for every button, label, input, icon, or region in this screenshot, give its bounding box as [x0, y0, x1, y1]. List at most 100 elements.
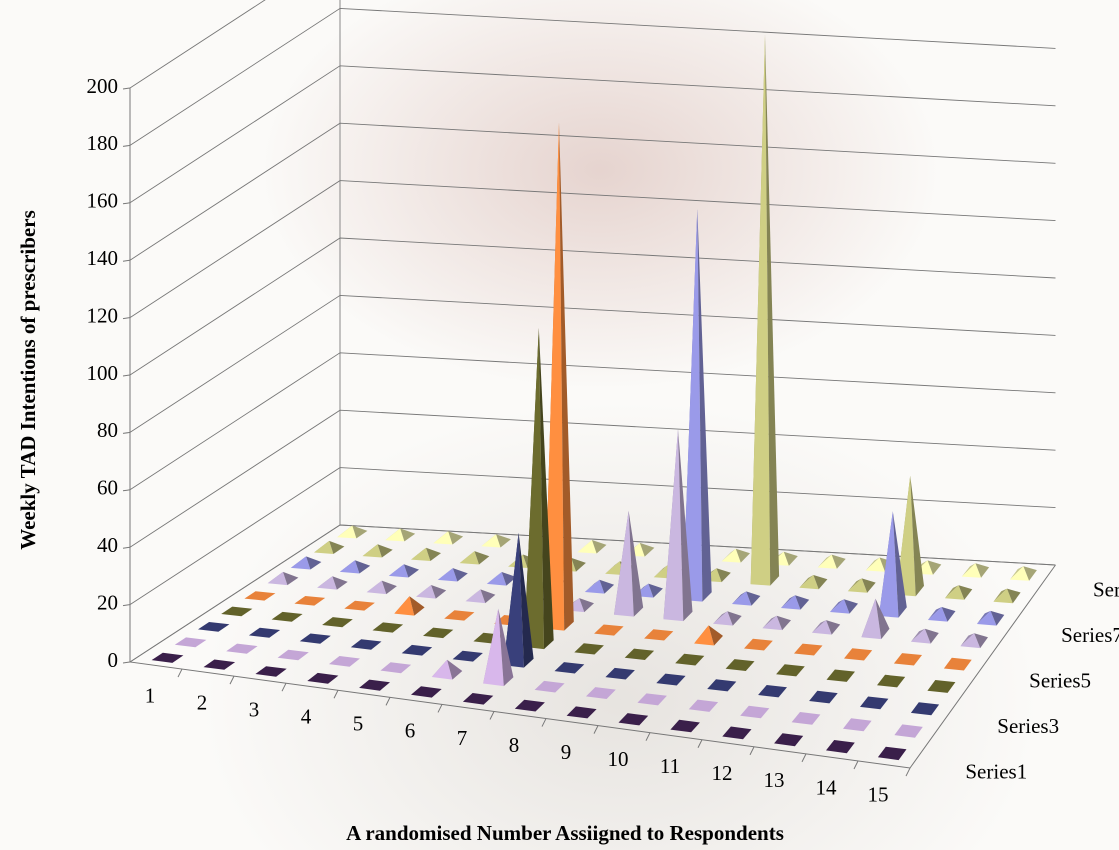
pyramid-face	[826, 620, 841, 635]
pyramid	[774, 733, 804, 747]
pyramid	[299, 633, 331, 644]
pyramid-face	[400, 528, 416, 542]
pyramid-face	[559, 122, 574, 631]
pyramid-base	[943, 657, 972, 671]
pyramid-face	[976, 610, 997, 626]
depth-tick-label: Series7	[1061, 623, 1119, 647]
grid-line	[129, 0, 266, 89]
pyramid-base	[221, 606, 253, 617]
pyramid-base	[877, 674, 906, 688]
x-axis-title: A randomised Number Assiigned to Respond…	[346, 821, 784, 845]
pyramid-face	[486, 572, 507, 586]
pyramid	[826, 669, 855, 682]
pyramid	[459, 551, 490, 565]
grid-line	[129, 122, 1056, 261]
pyramid-base	[618, 713, 649, 726]
pyramid-base	[554, 662, 585, 674]
pyramid	[271, 611, 303, 622]
x-tick-label: 10	[608, 747, 629, 771]
pyramid-face	[713, 611, 733, 626]
pyramid-face	[628, 510, 644, 617]
pyramid-face	[875, 598, 890, 640]
x-tick-label: 9	[561, 740, 572, 764]
pyramid	[307, 672, 339, 684]
grid-line	[129, 409, 1056, 548]
pyramid	[366, 580, 397, 595]
pyramid-base	[271, 611, 303, 622]
pyramid	[744, 638, 773, 651]
pyramid-face	[865, 557, 880, 571]
y-tick	[122, 431, 131, 434]
pyramid-base	[514, 699, 545, 712]
pyramid	[339, 560, 371, 574]
pyramid-face	[927, 607, 942, 620]
pyramid-base	[566, 706, 597, 719]
y-tick-label: 80	[97, 418, 118, 442]
pyramid	[481, 534, 511, 548]
x-tick-label: 4	[301, 705, 312, 729]
x-tick-label: 11	[660, 754, 680, 778]
x-tick-label: 14	[816, 775, 838, 799]
pyramid-face	[960, 633, 975, 647]
pyramid-base	[203, 659, 236, 670]
pyramid-face	[577, 540, 592, 553]
pyramid-face	[861, 578, 876, 593]
y-tick-label: 140	[87, 246, 119, 270]
pyramid-base	[826, 740, 855, 754]
y-tick-label: 60	[97, 476, 118, 500]
y-tick	[122, 144, 131, 147]
pyramid-face	[1007, 588, 1021, 604]
pyramid	[514, 699, 545, 712]
pyramid-face	[1009, 566, 1030, 581]
pyramid	[444, 610, 475, 621]
pyramid-face	[518, 532, 534, 668]
pyramid-face	[961, 563, 982, 578]
pyramid-face	[746, 591, 761, 606]
pyramid	[344, 600, 375, 611]
pyramid-face	[431, 659, 453, 680]
pyramid-face	[892, 511, 907, 618]
pyramid	[605, 667, 635, 680]
pyramid-base	[656, 673, 686, 686]
pyramid-face	[459, 551, 479, 565]
pyramid-base	[725, 659, 755, 671]
pyramid	[614, 510, 644, 617]
pyramid-face	[865, 557, 885, 572]
pyramid-face	[290, 556, 311, 570]
pyramid	[314, 540, 345, 554]
pyramid	[388, 564, 419, 578]
pyramid	[394, 596, 425, 616]
pyramid	[675, 653, 705, 666]
pyramid-face	[605, 561, 625, 576]
x-tick	[905, 767, 911, 777]
pyramid-base	[299, 633, 331, 644]
pyramid-base	[675, 653, 705, 666]
pyramid-face	[409, 596, 425, 616]
pyramid	[416, 585, 447, 599]
pyramid	[362, 544, 393, 558]
x-tick	[177, 668, 183, 678]
pyramid	[248, 627, 281, 638]
pyramid	[534, 680, 565, 693]
x-tick	[437, 704, 443, 713]
x-tick	[333, 690, 339, 699]
pyramid-face	[817, 554, 837, 569]
pyramid-face	[780, 595, 801, 610]
pyramid-face	[783, 551, 798, 566]
pyramid	[523, 327, 554, 650]
pyramid	[452, 650, 483, 662]
pyramid-base	[248, 627, 281, 638]
pyramid	[799, 575, 828, 590]
pyramid-face	[283, 571, 299, 586]
pyramid-face	[592, 540, 607, 554]
x-tick	[281, 682, 287, 692]
pyramid-base	[927, 680, 956, 693]
pyramid-face	[431, 585, 447, 599]
pyramid	[826, 740, 855, 754]
x-tick-label: 13	[764, 768, 785, 792]
pyramid-base	[722, 726, 752, 740]
pyramid-face	[599, 579, 615, 594]
pyramid-face	[896, 475, 916, 597]
pyramid-face	[605, 561, 620, 574]
grid-line	[129, 180, 1056, 318]
